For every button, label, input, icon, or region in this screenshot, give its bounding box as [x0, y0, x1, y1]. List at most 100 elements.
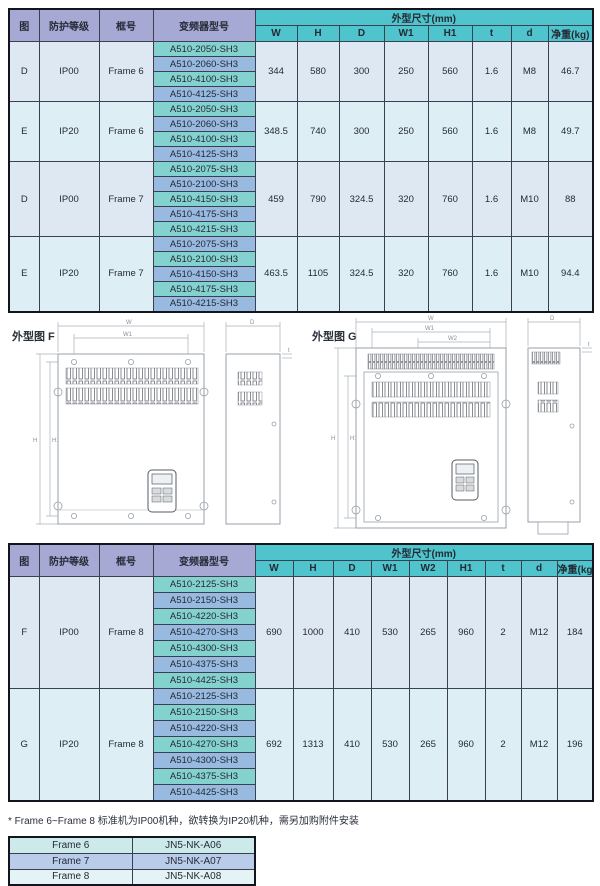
- figure-header: 图: [8, 543, 40, 577]
- protection-cell: IP20: [38, 688, 100, 801]
- protection-cell: IP00: [38, 576, 100, 689]
- dimension-header: D: [332, 560, 372, 577]
- dimension-cell: 410: [332, 688, 372, 801]
- side-vent-slots-1: [237, 371, 263, 386]
- drawing-f: W W1 H H1: [33, 320, 292, 525]
- table-row: A510-4425-SH3: [9, 672, 593, 689]
- table-row: D IP00 Frame 6 A510-2050-SH3 344 580 300 250 560…: [8, 41, 594, 102]
- dimension-cell: 690: [254, 576, 294, 689]
- dimension-cell: 760: [427, 236, 473, 312]
- table-row: A510-4150-SH3: [9, 191, 593, 207]
- model-cell: A510-4270-SH3: [152, 624, 256, 641]
- dim-label-t: t: [588, 342, 590, 348]
- protection-cell: IP00: [38, 161, 100, 237]
- side-top-fan: [531, 351, 561, 365]
- dim-label-w: W: [428, 316, 434, 322]
- dimensions-table-frame6-7: 图防护等级 框号 变频器型号 外型尺寸(mm) W H D W1 H1 t d 净重(kg) D IP0…: [8, 8, 595, 313]
- table-header: 图防护等级 框号 变频器型号 外型尺寸(mm) W H D W1 W2 H1 t d 净重(kg): [8, 543, 594, 577]
- side-base-foot: [537, 521, 569, 535]
- dimension-cell: 265: [408, 576, 448, 689]
- accessory-row: Frame 6 JN5-NK-A06: [8, 836, 256, 854]
- model-cell: A510-2050-SH3: [152, 41, 256, 57]
- table-row: A510-4425-SH3: [9, 784, 593, 801]
- dimension-cell: 580: [296, 41, 340, 102]
- accessory-part-cell: JN5-NK-A08: [131, 868, 256, 886]
- drawing-f-title: 外型图 F: [12, 331, 55, 343]
- vent-slots-row1: [371, 381, 491, 398]
- outline-drawing-g-block: 外型图 G W W1 W2: [300, 314, 600, 540]
- weight-cell: 94.4: [547, 236, 594, 312]
- dim-label-w1: W1: [123, 332, 133, 338]
- model-cell: A510-4375-SH3: [152, 768, 256, 785]
- accessory-row: Frame 7 JN5-NK-A07: [8, 852, 256, 870]
- dimension-cell: 324.5: [338, 161, 385, 237]
- accessory-table-body: Frame 6 JN5-NK-A06 Frame 7 JN5-NK-A07 Frame …: [8, 836, 256, 886]
- figure-cell: F: [8, 576, 40, 689]
- dimension-cell: 2: [484, 688, 522, 801]
- model-cell: A510-4175-SH3: [152, 206, 256, 222]
- model-cell: A510-4215-SH3: [152, 221, 256, 237]
- accessory-frame-cell: Frame 8: [8, 868, 133, 886]
- dimension-cell: M10: [510, 161, 549, 237]
- table-row: A510-2060-SH3: [9, 56, 593, 72]
- table-row: A510-4100-SH3: [9, 131, 593, 147]
- table-row: A510-4215-SH3: [9, 296, 593, 312]
- dimension-cell: 410: [332, 576, 372, 689]
- keypad: [451, 459, 479, 501]
- dimension-header: d: [510, 25, 549, 42]
- protection-cell: IP20: [38, 101, 100, 162]
- dimension-cell: 463.5: [254, 236, 298, 312]
- accessory-frame-cell: Frame 6: [8, 836, 133, 854]
- dimension-cell: M8: [510, 41, 549, 102]
- model-cell: A510-4270-SH3: [152, 736, 256, 753]
- protection-header: 防护等级: [38, 543, 100, 577]
- table-row: F IP00 Frame 8 A510-2125-SH3 690 1000 410 530 26…: [8, 576, 594, 689]
- figure-cell: D: [8, 41, 40, 102]
- dimension-cell: 560: [427, 101, 473, 162]
- model-cell: A510-2150-SH3: [152, 592, 256, 609]
- dimension-cell: 1.6: [471, 161, 512, 237]
- model-cell: A510-2125-SH3: [152, 576, 256, 593]
- dimension-cell: 1.6: [471, 41, 512, 102]
- drawing-g-title: 外型图 G: [312, 331, 357, 343]
- table-header: 图防护等级 框号 变频器型号 外型尺寸(mm) W H D W1 H1 t d 净重(kg): [8, 8, 594, 42]
- dimension-cell: M12: [520, 688, 558, 801]
- accessory-row: Frame 8 JN5-NK-A08: [8, 868, 256, 886]
- dimension-cell: 790: [296, 161, 340, 237]
- weight-cell: 184: [556, 576, 594, 689]
- model-cell: A510-2100-SH3: [152, 176, 256, 192]
- frame-cell: Frame 6: [98, 101, 154, 162]
- dimension-cell: 692: [254, 688, 294, 801]
- dimension-cell: 324.5: [338, 236, 385, 312]
- model-cell: A510-4220-SH3: [152, 720, 256, 737]
- dim-label-w1: W1: [425, 326, 435, 332]
- dimension-cell: 348.5: [254, 101, 298, 162]
- front-view: [53, 353, 209, 525]
- model-cell: A510-4375-SH3: [152, 656, 256, 673]
- dimension-header: t: [471, 25, 512, 42]
- table-row: E IP20 Frame 7 A510-2075-SH3 463.5 1105 324.5 3…: [8, 236, 594, 312]
- dim-label-w2: W2: [448, 336, 458, 342]
- dimension-cell: 1.6: [471, 236, 512, 312]
- dimension-header: H1: [427, 25, 473, 42]
- vent-slots-row2: [371, 401, 491, 418]
- protection-cell: IP00: [38, 41, 100, 102]
- dimension-header: H1: [446, 560, 486, 577]
- dimension-header: W: [254, 25, 298, 42]
- accessory-part-cell: JN5-NK-A07: [131, 852, 256, 870]
- model-cell: A510-4425-SH3: [152, 784, 256, 801]
- model-cell: A510-2075-SH3: [152, 161, 256, 177]
- accessory-part-cell: JN5-NK-A06: [131, 836, 256, 854]
- figure-cell: E: [8, 101, 40, 162]
- accessory-frame-cell: Frame 7: [8, 852, 133, 870]
- dimension-cell: 760: [427, 161, 473, 237]
- dimension-header: W1: [383, 25, 429, 42]
- dimension-header: W: [254, 560, 294, 577]
- outline-drawing-f-block: 外型图 F W W1 H: [0, 314, 300, 540]
- model-header: 变频器型号: [152, 8, 256, 42]
- model-cell: A510-4150-SH3: [152, 191, 256, 207]
- dimension-cell: M8: [510, 101, 549, 162]
- model-cell: A510-4300-SH3: [152, 640, 256, 657]
- dimension-cell: M12: [520, 576, 558, 689]
